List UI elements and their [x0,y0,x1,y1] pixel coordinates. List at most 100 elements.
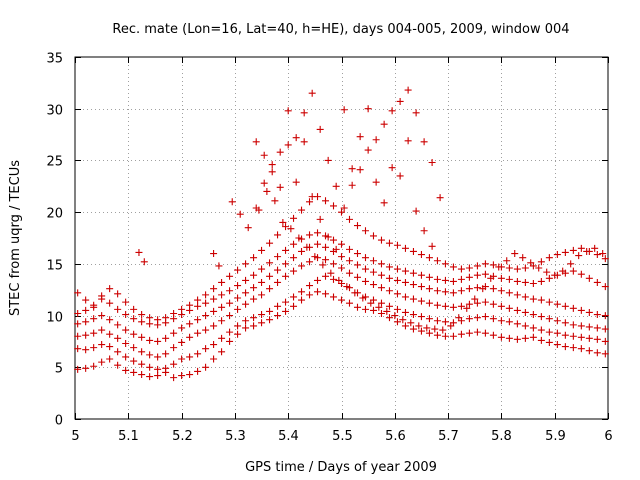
data-point [186,371,194,379]
data-point [306,258,314,266]
data-point [306,282,314,290]
data-point [260,179,268,187]
data-point [314,229,322,237]
x-tick-label: 5.4 [278,429,299,444]
data-point [284,107,292,115]
data-point [306,291,314,299]
data-point [401,244,409,252]
data-point [332,245,340,253]
data-point [593,324,601,332]
data-point [298,262,306,270]
data-point [425,329,433,337]
data-point [497,333,505,341]
x-tick-label: 5.7 [438,429,459,444]
data-point [385,263,393,271]
data-point [425,285,433,293]
data-point [210,307,218,315]
data-point [553,300,561,308]
data-point [425,254,433,262]
data-point [417,297,425,305]
data-point [393,318,401,326]
data-point [380,199,388,207]
series-arc-g [228,86,444,232]
data-point [340,204,348,212]
data-point [545,274,553,282]
data-point [306,198,314,206]
data-point [361,305,369,313]
data-point [585,274,593,282]
data-point [481,329,489,337]
data-point [356,133,364,141]
data-point [407,319,415,327]
data-point [385,314,393,322]
data-point [90,344,98,352]
data-point [74,310,82,318]
data-point [521,322,529,330]
data-point [409,311,417,319]
data-point [361,277,369,285]
data-point [268,168,276,176]
data-point [170,360,178,368]
data-point [338,240,345,248]
data-point [449,289,457,297]
data-point [457,275,465,283]
data-point [250,314,258,322]
data-point [351,289,359,297]
data-point [292,178,300,186]
data-point [330,236,338,244]
data-point [383,307,391,315]
data-point [537,277,545,285]
data-point [465,273,473,281]
data-point [271,197,279,205]
data-point [396,172,404,180]
series-arc-d [74,240,609,345]
data-point [303,243,311,251]
data-point [497,317,505,325]
data-point [345,257,353,265]
data-point [122,339,130,347]
data-point [529,295,537,303]
data-point [433,317,441,325]
data-point [537,296,545,304]
data-point [154,337,162,345]
data-point [146,351,154,359]
y-tick-label: 25 [46,155,63,170]
data-point [601,325,609,333]
data-point [330,275,338,283]
data-point [393,290,401,298]
data-point [250,254,258,262]
data-point [593,278,601,286]
data-point [258,291,266,299]
data-point [537,326,545,334]
data-point [559,267,567,275]
data-point [401,322,409,330]
axis-ticks [75,57,609,420]
data-point [316,125,324,133]
data-point [138,371,146,379]
data-point [82,318,90,326]
data-point [343,283,351,291]
data-point [290,302,298,310]
data-point [327,269,335,277]
data-point [226,312,234,320]
data-point [601,255,609,263]
data-point [170,344,178,352]
data-point [449,332,457,340]
data-point [194,296,202,304]
data-point [314,288,322,296]
data-point [545,298,553,306]
data-point [258,278,266,286]
data-point [298,288,306,296]
data-point [228,198,236,206]
data-point [388,164,396,172]
data-point [234,322,242,330]
data-point [234,282,242,290]
data-point [361,254,369,262]
y-tick-label: 0 [55,414,63,429]
data-point [513,291,521,299]
data-point [348,165,356,173]
data-point [298,247,306,255]
data-point [258,319,266,327]
data-point [401,293,409,301]
data-point [74,332,82,340]
